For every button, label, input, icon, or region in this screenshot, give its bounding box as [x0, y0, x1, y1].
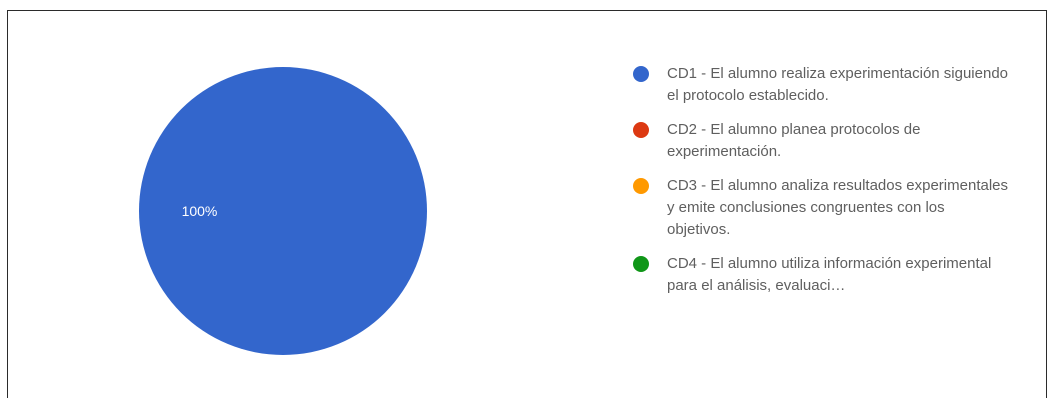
chart-frame: 100% CD1 - El alumno realiza experimenta…	[7, 10, 1047, 398]
legend-item-4[interactable]: CD4 - El alumno utiliza información expe…	[633, 253, 1033, 297]
legend-swatch-2	[633, 122, 649, 138]
legend-swatch-4	[633, 256, 649, 272]
pie-chart: 100%	[139, 67, 427, 355]
legend-item-3[interactable]: CD3 - El alumno analiza resultados exper…	[633, 175, 1033, 241]
legend-item-2[interactable]: CD2 - El alumno planea protocolos de exp…	[633, 119, 1033, 163]
legend-swatch-3	[633, 178, 649, 194]
legend-swatch-1	[633, 66, 649, 82]
legend-label-4: CD4 - El alumno utiliza información expe…	[667, 255, 992, 294]
legend-label-1: CD1 - El alumno realiza experimentación …	[667, 65, 1009, 104]
pie-slice-1[interactable]	[139, 67, 427, 355]
chart-legend: CD1 - El alumno realiza experimentación …	[633, 63, 1033, 309]
legend-item-1[interactable]: CD1 - El alumno realiza experimentación …	[633, 63, 1033, 107]
legend-label-2: CD2 - El alumno planea protocolos de exp…	[667, 121, 921, 160]
legend-label-3: CD3 - El alumno analiza resultados exper…	[667, 177, 1009, 238]
pie-slice-label-1: 100%	[182, 203, 218, 219]
